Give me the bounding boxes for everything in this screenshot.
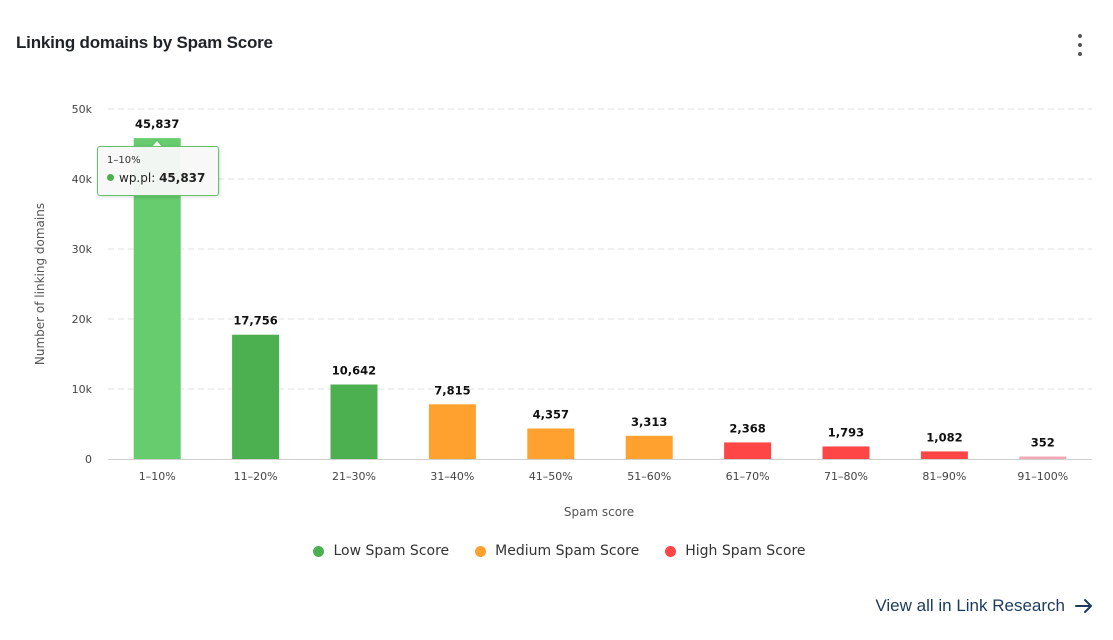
x-tick-label: 11–20%	[234, 470, 278, 483]
menu-dot	[1078, 43, 1082, 47]
bar[interactable]	[330, 384, 378, 459]
x-axis-title: Spam score	[564, 505, 634, 519]
bar[interactable]	[724, 442, 772, 459]
data-label: 17,756	[233, 314, 277, 328]
x-tick-label: 41–50%	[529, 470, 573, 483]
data-label: 352	[1031, 436, 1055, 450]
legend-dot-icon	[475, 545, 487, 557]
data-label: 3,313	[631, 415, 667, 429]
tooltip-value: 45,837	[159, 171, 206, 185]
bar[interactable]	[527, 428, 575, 459]
data-label: 7,815	[434, 383, 470, 397]
data-label: 10,642	[332, 364, 376, 378]
grid-lines	[108, 108, 1092, 460]
legend-item-low[interactable]: Low Spam Score	[313, 543, 449, 559]
footer-link-label: View all in Link Research	[875, 596, 1065, 615]
legend-dot-icon	[665, 545, 677, 557]
x-tick-label: 1–10%	[139, 470, 176, 483]
bar[interactable]	[920, 451, 968, 459]
bar[interactable]	[232, 334, 280, 459]
chart-title: Linking domains by Spam Score	[16, 33, 273, 52]
more-options-icon[interactable]	[1070, 34, 1090, 56]
chart-tooltip: 1–10% wp.pl: 45,837	[97, 146, 219, 196]
tooltip-arrow-inner	[151, 141, 163, 148]
data-label: 45,837	[135, 117, 179, 131]
tooltip-header: 1–10%	[107, 155, 141, 166]
x-tick-label: 61–70%	[726, 470, 770, 483]
bars	[133, 138, 1067, 460]
menu-dot	[1078, 34, 1082, 38]
y-tick-label: 40k	[72, 173, 93, 186]
y-tick-label: 10k	[72, 383, 93, 396]
data-label: 1,082	[926, 430, 962, 444]
legend-label: High Spam Score	[685, 543, 806, 559]
data-labels: 45,837 17,756 10,642 7,815 4,357 3,313 2,368 1,…	[135, 117, 1055, 449]
bar[interactable]	[822, 446, 870, 459]
tooltip-row: wp.pl: 45,837	[107, 171, 205, 185]
legend-item-medium[interactable]: Medium Spam Score	[475, 543, 639, 559]
y-axis-title: Number of linking domains	[33, 203, 47, 365]
y-tick-label: 0	[85, 453, 92, 466]
data-label: 1,793	[828, 425, 864, 439]
arrow-right-icon	[1075, 599, 1092, 613]
y-axis-ticks: 0 10k 20k 30k 40k 50k	[72, 103, 93, 466]
tooltip-series-name: wp.pl:	[119, 171, 156, 185]
x-tick-label: 31–40%	[430, 470, 474, 483]
bar[interactable]	[428, 404, 476, 459]
legend-label: Low Spam Score	[333, 543, 450, 559]
x-tick-label: 81–90%	[922, 470, 966, 483]
chart-legend: Low Spam Score Medium Spam Score High Sp…	[0, 543, 1113, 559]
data-label: 4,357	[533, 408, 569, 422]
bar-chart: 0 10k 20k 30k 40k 50k 45,837 17,756 10,642 7,815…	[33, 103, 1092, 519]
legend-label: Medium Spam Score	[495, 543, 640, 559]
y-tick-label: 20k	[72, 313, 93, 326]
bar[interactable]	[1019, 456, 1067, 459]
x-tick-label: 21–30%	[332, 470, 376, 483]
legend-item-high[interactable]: High Spam Score	[665, 543, 806, 559]
view-all-link-research-link[interactable]: View all in Link Research	[875, 596, 1093, 616]
x-tick-label: 71–80%	[824, 470, 868, 483]
data-label: 2,368	[729, 421, 765, 435]
y-tick-label: 30k	[72, 243, 93, 256]
tooltip-series-dot	[107, 174, 114, 181]
x-axis-ticks: 1–10% 11–20% 21–30% 31–40% 41–50% 51–60% 61–70…	[139, 470, 1069, 483]
legend-dot-icon	[313, 545, 325, 557]
y-tick-label: 50k	[72, 103, 93, 116]
bar[interactable]	[625, 435, 673, 459]
menu-dot	[1078, 52, 1082, 56]
x-tick-label: 51–60%	[627, 470, 671, 483]
x-tick-label: 91–100%	[1017, 470, 1068, 483]
